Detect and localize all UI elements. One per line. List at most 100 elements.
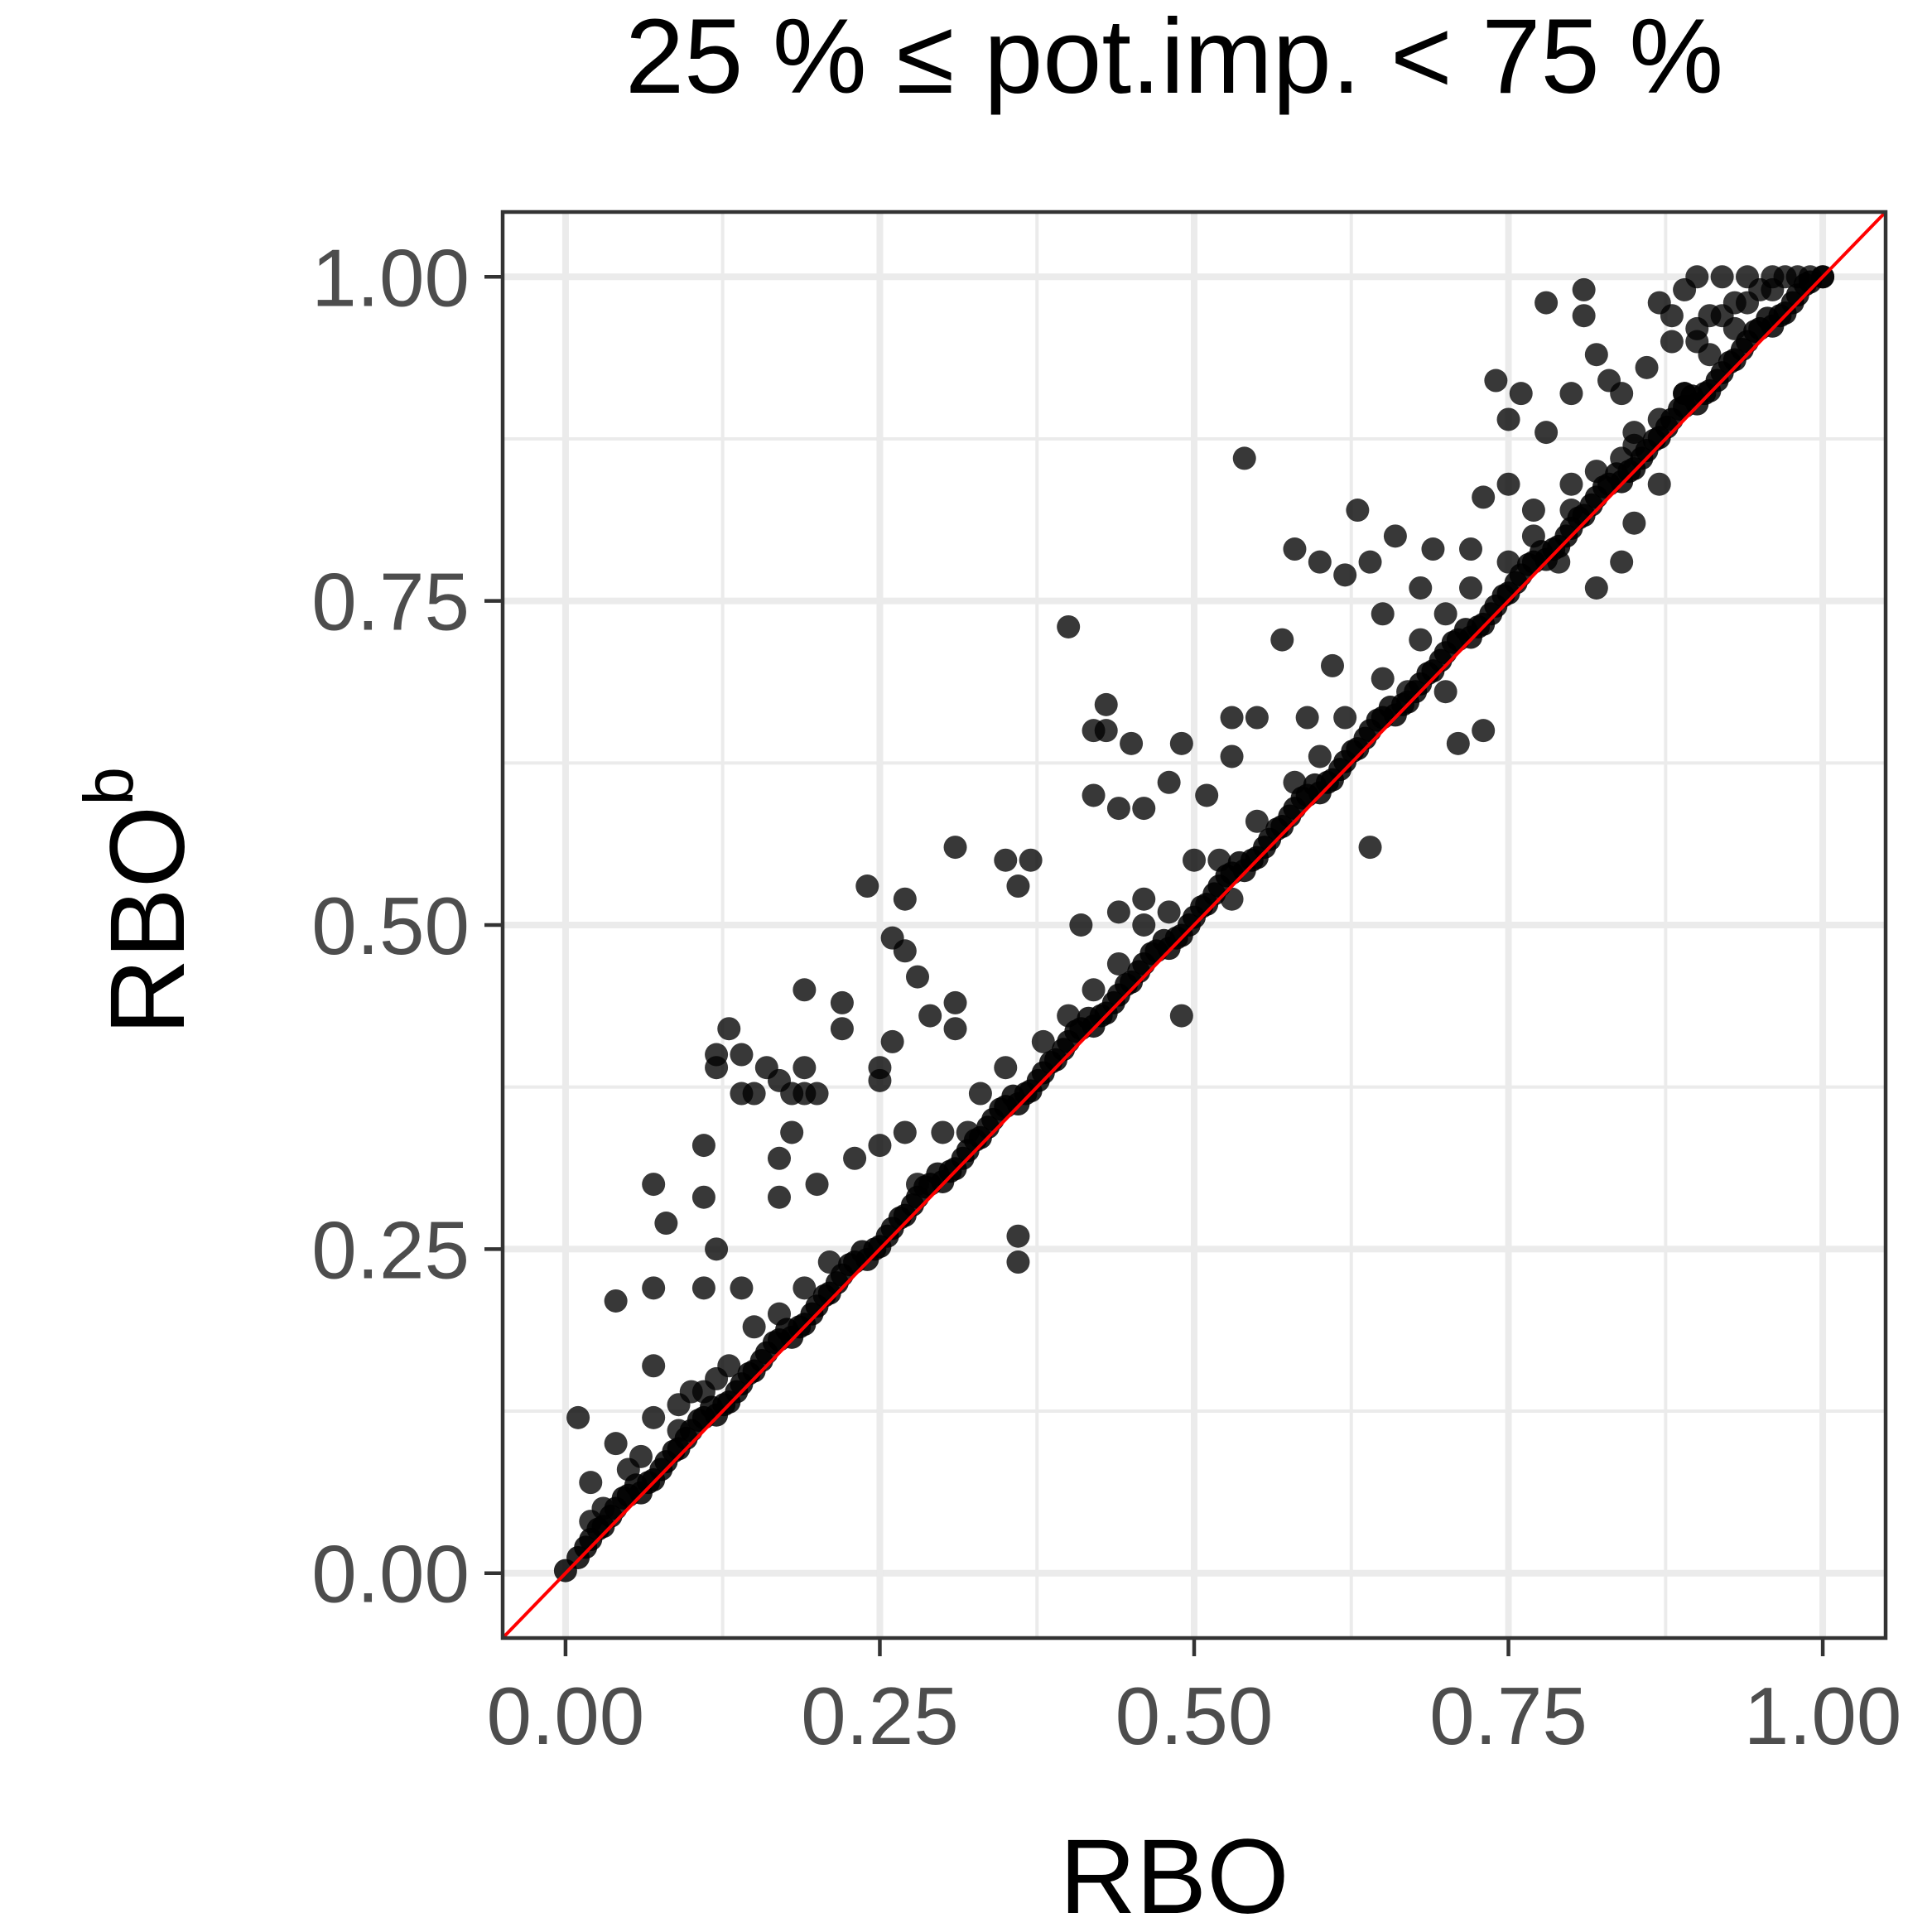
data-point bbox=[1780, 291, 1804, 315]
data-point bbox=[1245, 706, 1269, 730]
data-point bbox=[604, 1432, 628, 1456]
data-point bbox=[667, 1393, 691, 1417]
data-point bbox=[642, 1405, 666, 1429]
data-point bbox=[1584, 343, 1608, 367]
data-point bbox=[1378, 696, 1402, 720]
data-point bbox=[868, 1134, 892, 1158]
data-point bbox=[579, 1471, 603, 1495]
data-point bbox=[730, 1043, 754, 1067]
data-point bbox=[1409, 576, 1433, 600]
data-point bbox=[843, 1146, 867, 1170]
data-point bbox=[850, 1240, 874, 1264]
data-point bbox=[1798, 270, 1822, 294]
data-point bbox=[793, 978, 817, 1002]
data-point bbox=[1346, 499, 1370, 523]
data-point bbox=[1572, 304, 1596, 328]
data-point bbox=[875, 1224, 899, 1248]
data-point bbox=[1383, 524, 1407, 548]
x-tick-label: 0.50 bbox=[1115, 1670, 1274, 1761]
data-point bbox=[1459, 537, 1482, 561]
data-point bbox=[931, 1120, 955, 1144]
x-tick-label: 1.00 bbox=[1744, 1670, 1902, 1761]
data-point bbox=[1333, 563, 1357, 587]
data-point bbox=[1227, 850, 1251, 874]
data-point bbox=[642, 1276, 666, 1300]
data-point bbox=[994, 848, 1018, 872]
data-point bbox=[855, 874, 879, 899]
data-point bbox=[691, 1134, 715, 1158]
data-point bbox=[880, 1029, 904, 1053]
data-point bbox=[893, 1120, 917, 1144]
data-point bbox=[1245, 809, 1269, 833]
data-point bbox=[1660, 330, 1684, 354]
data-point bbox=[1559, 472, 1583, 496]
data-point bbox=[1120, 731, 1144, 755]
data-point bbox=[1270, 628, 1294, 652]
data-point bbox=[1094, 719, 1118, 743]
data-point bbox=[1685, 330, 1709, 354]
data-point bbox=[968, 1082, 992, 1106]
data-point bbox=[1057, 614, 1081, 638]
data-point bbox=[1472, 485, 1496, 509]
data-point bbox=[1647, 472, 1671, 496]
data-point bbox=[1082, 978, 1106, 1002]
data-point bbox=[1710, 265, 1734, 289]
data-point bbox=[624, 1473, 648, 1497]
data-point bbox=[1685, 265, 1709, 289]
x-axis-label: RBO bbox=[1059, 1818, 1289, 1932]
data-point bbox=[1295, 706, 1319, 730]
data-point bbox=[1031, 1029, 1055, 1053]
data-point bbox=[1736, 291, 1759, 315]
data-point bbox=[1157, 770, 1181, 794]
data-point bbox=[1358, 550, 1382, 574]
data-point bbox=[1404, 680, 1428, 704]
data-point bbox=[1535, 291, 1559, 315]
data-point bbox=[1106, 900, 1130, 924]
y-axis: 0.00 0.25 0.50 0.75 1.00 bbox=[311, 232, 503, 1620]
data-point bbox=[1101, 990, 1125, 1014]
data-point bbox=[1308, 744, 1332, 768]
data-point bbox=[1710, 304, 1734, 328]
data-point bbox=[1584, 576, 1608, 600]
data-point bbox=[1554, 524, 1578, 548]
y-axis-label: RBOb bbox=[70, 767, 207, 1035]
data-point bbox=[1421, 537, 1445, 561]
data-point bbox=[951, 1146, 975, 1170]
data-point bbox=[1232, 446, 1256, 470]
data-point bbox=[1132, 913, 1156, 937]
data-point bbox=[642, 1354, 666, 1378]
data-point bbox=[1371, 667, 1395, 691]
data-points bbox=[553, 265, 1835, 1583]
data-point bbox=[574, 1535, 598, 1559]
data-point bbox=[604, 1289, 628, 1313]
data-point bbox=[691, 1276, 715, 1300]
data-point bbox=[1106, 952, 1130, 976]
data-point bbox=[1220, 744, 1244, 768]
data-point bbox=[868, 1068, 892, 1092]
data-point bbox=[1610, 550, 1634, 574]
data-point bbox=[906, 965, 929, 989]
data-point bbox=[943, 990, 967, 1014]
reference-line-layer bbox=[501, 210, 1887, 1640]
data-point bbox=[893, 939, 917, 963]
y-tick-label: 0.00 bbox=[311, 1529, 470, 1620]
data-point bbox=[1459, 576, 1482, 600]
reference-line bbox=[501, 210, 1887, 1640]
data-point bbox=[775, 1318, 799, 1342]
data-point bbox=[943, 1017, 967, 1041]
data-point bbox=[1183, 848, 1206, 872]
data-point bbox=[1371, 602, 1395, 626]
data-point bbox=[1195, 783, 1219, 807]
data-point bbox=[1006, 1250, 1030, 1274]
data-point bbox=[1496, 407, 1520, 431]
data-point bbox=[1169, 731, 1193, 755]
data-point bbox=[1082, 783, 1106, 807]
data-point bbox=[805, 1082, 829, 1106]
data-point bbox=[1169, 1004, 1193, 1028]
data-point bbox=[1409, 628, 1433, 652]
data-point bbox=[926, 1162, 950, 1186]
data-point bbox=[793, 1276, 817, 1300]
data-point bbox=[1453, 618, 1477, 642]
data-point bbox=[1077, 1006, 1101, 1030]
